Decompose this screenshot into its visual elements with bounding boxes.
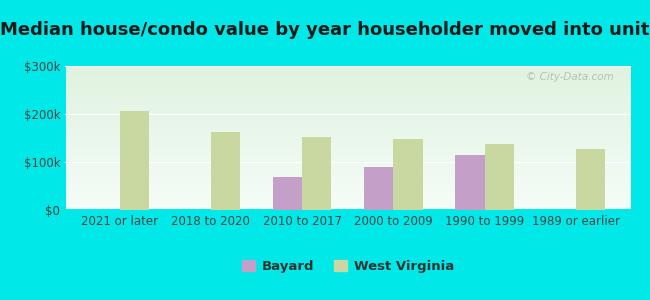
Bar [393,140,422,210]
Bar [273,177,302,210]
Bar [120,111,149,210]
Bar [456,155,484,210]
Bar [302,137,332,210]
Bar [576,148,605,210]
Bar [484,144,514,210]
Bar [211,132,240,210]
Text: Median house/condo value by year householder moved into unit: Median house/condo value by year househo… [0,21,650,39]
Legend: Bayard, West Virginia: Bayard, West Virginia [237,255,459,278]
Text: © City-Data.com: © City-Data.com [526,72,614,82]
Bar [364,167,393,210]
